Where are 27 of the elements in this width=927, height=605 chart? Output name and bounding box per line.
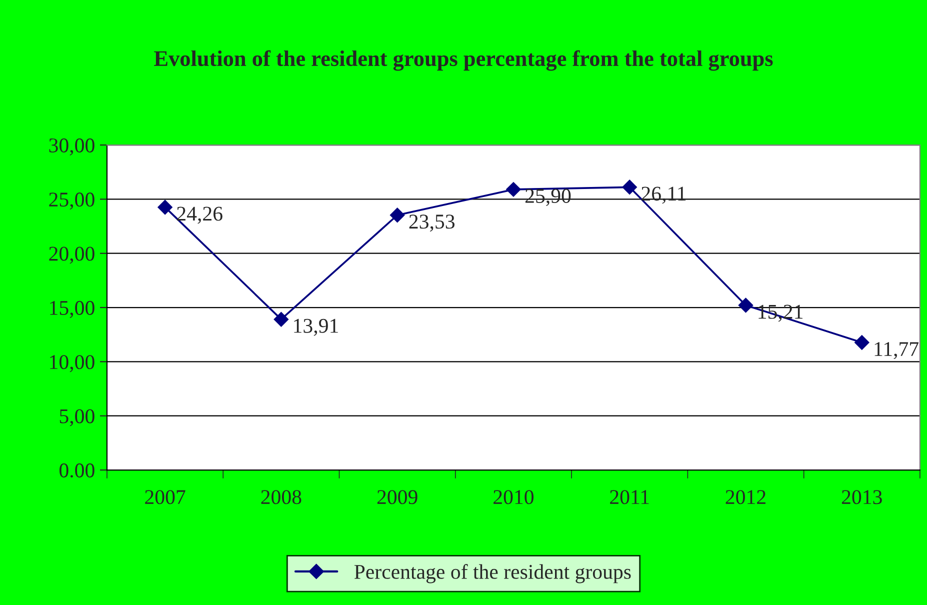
point [158, 200, 172, 215]
point [390, 208, 405, 223]
y-tick-label: 25,00 [49, 192, 94, 210]
y-tick-label: 30,00 [49, 138, 94, 156]
point [274, 312, 289, 327]
x-tick-label: 2011 [610, 490, 649, 504]
point [854, 335, 870, 350]
data-label: 13,91 [294, 318, 338, 336]
data-label: 24,26 [177, 206, 222, 224]
data-label: 23,53 [409, 214, 454, 232]
x-tick-label: 2008 [261, 490, 302, 504]
y-tick-label: 0.00 [60, 463, 94, 478]
x-tick-label: 2009 [377, 490, 418, 504]
chart-title: Evolution of the resident groups percentage from the total groups [154, 50, 773, 71]
y-tick-label: 5,00 [60, 409, 94, 426]
x-tick-label: 2007 [145, 490, 186, 504]
y-tick-label: 10,00 [50, 355, 94, 372]
y-tick-label: 15,00 [50, 300, 94, 318]
point [506, 182, 521, 197]
y-tick-label: 20,00 [49, 246, 94, 264]
point [622, 180, 637, 195]
point [738, 298, 754, 313]
legend-label: Percentage of the resident groups [354, 564, 631, 584]
x-tick-label: 2010 [494, 490, 534, 504]
x-tick-label: 2013 [842, 490, 882, 504]
data-label: 11,77 [874, 342, 918, 360]
x-tick-label: 2012 [726, 490, 766, 504]
